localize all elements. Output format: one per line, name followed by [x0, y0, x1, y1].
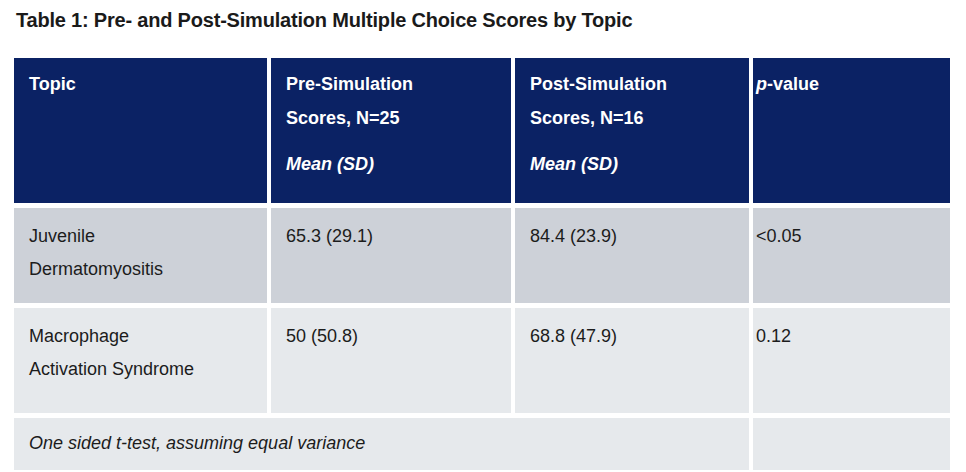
row-mas-post-cell: 68.8 (47.9)	[515, 308, 749, 413]
header-post-line2: Scores, N=16	[530, 101, 741, 135]
row-jdm-topic-line2: Dermatomyositis	[29, 253, 244, 286]
header-cell-pre-simulation: Pre-Simulation Scores, N=25 Mean (SD)	[271, 58, 511, 203]
footnote-empty-cell	[753, 418, 950, 470]
header-pre-stat-label: Mean (SD)	[286, 147, 503, 181]
footnote-text: One sided t-test, assuming equal varianc…	[29, 427, 741, 460]
header-pre-line1: Pre-Simulation	[286, 67, 503, 101]
footnote-cell: One sided t-test, assuming equal varianc…	[14, 418, 749, 470]
row-mas-topic-line1: Macrophage	[29, 320, 244, 353]
row-jdm-post-value: 84.4 (23.9)	[530, 220, 741, 253]
row-mas-pre-value: 50 (50.8)	[286, 320, 503, 353]
row-jdm-topic-cell: Juvenile Dermatomyositis	[14, 208, 267, 303]
row-mas-p-value: 0.12	[756, 320, 942, 353]
row-jdm-topic-line1: Juvenile	[29, 220, 244, 253]
row-mas-post-value: 68.8 (47.9)	[530, 320, 741, 353]
row-mas-topic-cell: Macrophage Activation Syndrome	[14, 308, 267, 413]
row-mas-topic-line2: Activation Syndrome	[29, 353, 244, 386]
row-mas-p-value-cell: 0.12	[753, 308, 950, 413]
scores-table: Topic Pre-Simulation Scores, N=25 Mean (…	[14, 58, 950, 470]
header-cell-topic: Topic	[14, 58, 267, 203]
row-jdm-topic: Juvenile Dermatomyositis	[29, 220, 244, 286]
p-value-rest: -value	[767, 74, 819, 94]
row-mas-pre-cell: 50 (50.8)	[271, 308, 511, 413]
row-mas-topic: Macrophage Activation Syndrome	[29, 320, 244, 386]
header-p-value-label: p-value	[756, 67, 942, 101]
row-jdm-p-value-cell: <0.05	[753, 208, 950, 303]
header-cell-p-value: p-value	[753, 58, 950, 203]
header-cell-post-simulation: Post-Simulation Scores, N=16 Mean (SD)	[515, 58, 749, 203]
header-post-line1: Post-Simulation	[530, 67, 741, 101]
row-jdm-post-cell: 84.4 (23.9)	[515, 208, 749, 303]
header-post-stat-label: Mean (SD)	[530, 147, 741, 181]
header-topic-label: Topic	[29, 67, 259, 101]
row-jdm-p-value: <0.05	[756, 220, 942, 253]
row-jdm-pre-cell: 65.3 (29.1)	[271, 208, 511, 303]
header-pre-line2: Scores, N=25	[286, 101, 503, 135]
p-value-italic-p: p	[756, 74, 767, 94]
table-title: Table 1: Pre- and Post-Simulation Multip…	[16, 9, 632, 32]
row-jdm-pre-value: 65.3 (29.1)	[286, 220, 503, 253]
